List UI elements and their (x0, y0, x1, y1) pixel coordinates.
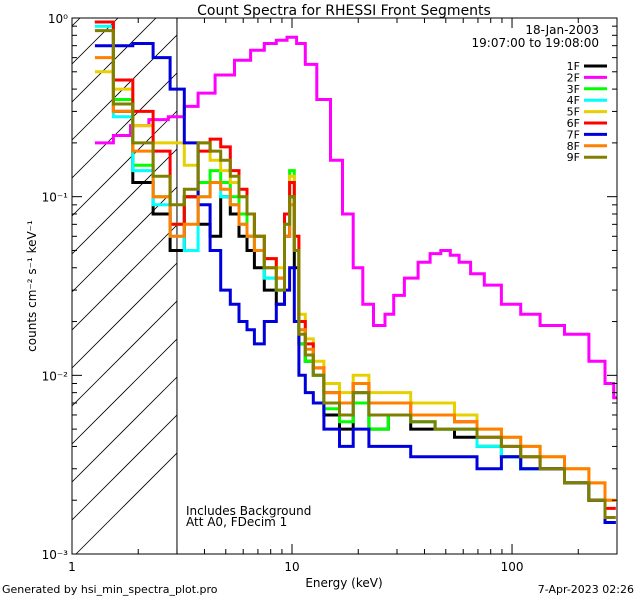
legend-label-3F: 3F (567, 83, 580, 96)
legend-label-9F: 9F (567, 151, 580, 164)
y-tick-label: 10⁻¹ (42, 191, 69, 205)
legend-label-7F: 7F (567, 128, 580, 141)
annotation-background: Includes Background (186, 504, 311, 518)
series-9F (94, 29, 616, 519)
legend-label-5F: 5F (567, 106, 580, 119)
legend-label-2F: 2F (567, 71, 580, 84)
excluded-energy-hatch (72, 18, 617, 554)
legend-label-8F: 8F (567, 140, 580, 153)
time-range-label: 19:07:00 to 19:08:00 (472, 36, 599, 50)
y-axis-label: counts cm⁻² s⁻¹ keV⁻¹ (25, 220, 39, 352)
hatch-line (72, 18, 271, 217)
hatch-line (72, 18, 233, 179)
generation-timestamp: 7-Apr-2023 02:26 (537, 583, 634, 596)
x-axis-label: Energy (keV) (305, 576, 382, 590)
hatch-mask (176, 18, 617, 554)
annotation-attenuator: Att A0, FDecim 1 (186, 515, 287, 529)
series-layer (94, 20, 617, 524)
x-tick-label: 100 (501, 560, 524, 574)
x-tick-label: 1 (68, 560, 76, 574)
y-tick-label: 10⁰ (48, 12, 68, 26)
hatch-line (72, 18, 309, 255)
hatch-line (72, 18, 195, 141)
y-tick-label: 10⁻³ (42, 548, 69, 562)
generated-by-note: Generated by hsi_min_spectra_plot.pro (2, 583, 218, 596)
legend-label-1F: 1F (567, 60, 580, 73)
legend-label-4F: 4F (567, 94, 580, 107)
plot-frame (71, 17, 618, 555)
chart-title: Count Spectra for RHESSI Front Segments (197, 3, 491, 19)
date-label: 18-Jan-2003 (525, 23, 599, 37)
x-tick-label: 10 (284, 560, 299, 574)
series-2F (94, 35, 617, 400)
hatch-line (72, 18, 347, 293)
axis-layer: 1 10 100 10⁰ 10⁻¹ 10⁻² 10⁻³ (42, 12, 618, 574)
legend-label-6F: 6F (567, 117, 580, 130)
y-tick-label: 10⁻² (42, 369, 69, 383)
